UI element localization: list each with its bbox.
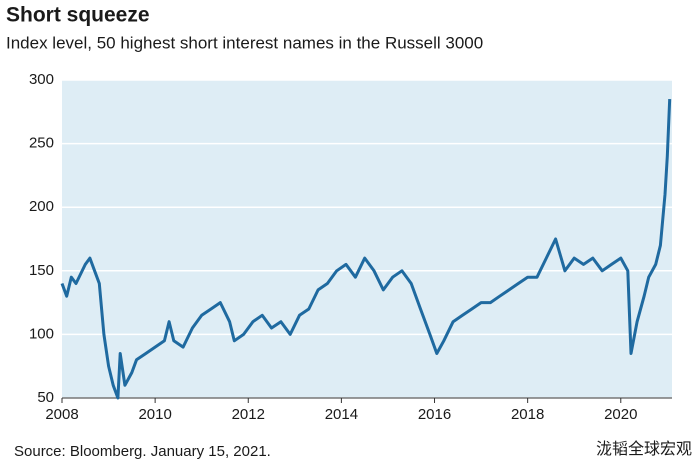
x-tick-label: 2020 bbox=[604, 406, 637, 423]
x-tick-label: 2018 bbox=[511, 406, 544, 423]
x-tick-label: 2008 bbox=[45, 406, 78, 423]
y-tick-label: 300 bbox=[29, 71, 54, 88]
watermark: 泷韬全球宏观 bbox=[596, 440, 692, 458]
source: Source: Bloomberg. January 15, 2021. bbox=[14, 443, 271, 460]
y-tick-label: 250 bbox=[29, 135, 54, 152]
y-tick-label: 100 bbox=[29, 325, 54, 342]
x-tick-label: 2016 bbox=[418, 406, 451, 423]
y-tick-label: 50 bbox=[37, 389, 54, 406]
x-tick-label: 2010 bbox=[138, 406, 171, 423]
chart-title: Short squeeze bbox=[6, 4, 150, 27]
plot-area bbox=[62, 80, 672, 398]
y-tick-label: 200 bbox=[29, 198, 54, 215]
chart-subtitle: Index level, 50 highest short interest n… bbox=[6, 33, 483, 52]
y-tick-label: 150 bbox=[29, 262, 54, 279]
x-tick-label: 2012 bbox=[232, 406, 265, 423]
x-tick-label: 2014 bbox=[325, 406, 358, 423]
line bbox=[60, 99, 672, 400]
